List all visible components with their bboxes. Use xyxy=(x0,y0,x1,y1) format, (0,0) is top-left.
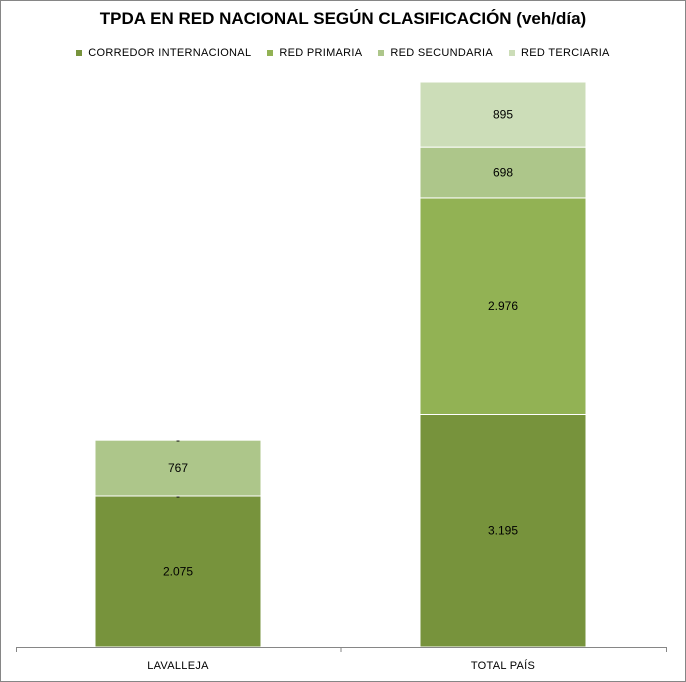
data-label-total-pais-corredor-internacional: 3.195 xyxy=(488,524,518,538)
legend-swatch xyxy=(76,50,83,57)
data-label-total-pais-red-terciaria: 895 xyxy=(493,108,513,122)
data-label-lavalleja-red-secundaria: 767 xyxy=(168,461,188,475)
legend-swatch xyxy=(509,50,516,57)
bar-segment-total-pais-red-terciaria xyxy=(419,81,587,148)
legend: CORREDOR INTERNACIONAL RED PRIMARIA RED SE… xyxy=(0,47,686,59)
legend-label: RED PRIMARIA xyxy=(279,47,363,60)
category-label-total-pais: TOTAL PAÍS xyxy=(471,659,535,672)
legend-label: RED TERCIARIA xyxy=(521,47,610,60)
data-label-total-pais-red-primaria: 2.976 xyxy=(488,299,518,313)
legend-swatch xyxy=(378,50,385,57)
bar-segment-total-pais-corredor-internacional xyxy=(419,413,587,648)
data-label-lavalleja-corredor-internacional: 2.075 xyxy=(163,564,193,578)
bar-segment-lavalleja-red-secundaria xyxy=(94,439,262,497)
chart-title: TPDA EN RED NACIONAL SEGÚN CLASIFICACIÓN… xyxy=(99,9,587,28)
legend-item-red-secundaria: RED SECUNDARIA xyxy=(378,47,493,59)
bar-segment-total-pais-red-primaria xyxy=(419,197,587,415)
data-label-total-pais-red-secundaria: 698 xyxy=(493,166,513,180)
bar-segment-lavalleja-corredor-internacional xyxy=(94,495,262,648)
category-label-lavalleja: LAVALLEJA xyxy=(147,660,209,672)
legend-label: RED SECUNDARIA xyxy=(390,47,494,60)
bar-segment-total-pais-red-secundaria xyxy=(419,146,587,199)
legend-label: CORREDOR INTERNACIONAL xyxy=(88,47,252,60)
data-label-lavalleja-red-terciaria: - xyxy=(176,433,180,447)
legend-item-red-terciaria: RED TERCIARIA xyxy=(509,47,610,59)
legend-item-red-primaria: RED PRIMARIA xyxy=(267,47,362,59)
legend-swatch xyxy=(267,50,274,57)
legend-item-corredor-internacional: CORREDOR INTERNACIONAL xyxy=(76,47,251,59)
